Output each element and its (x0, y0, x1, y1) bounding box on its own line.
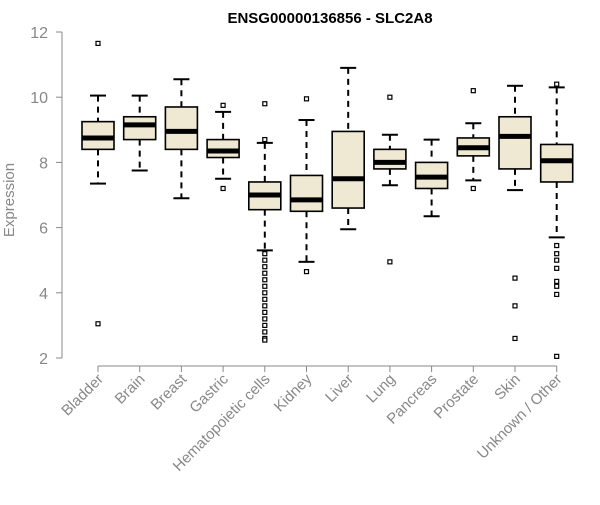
y-tick-label: 4 (39, 286, 48, 303)
chart-title: ENSG00000136856 - SLC2A8 (227, 10, 432, 27)
y-tick-label: 2 (39, 351, 48, 368)
outlier-point (262, 257, 268, 263)
box-group (456, 88, 491, 192)
box (373, 148, 407, 170)
box (164, 106, 199, 151)
box-group (539, 81, 574, 359)
outlier-point (554, 81, 560, 87)
box-group (122, 94, 157, 172)
x-tick-label: Lung (363, 371, 399, 407)
outlier-point (262, 270, 268, 276)
outlier-point (220, 102, 226, 108)
box-group (81, 40, 115, 327)
y-axis-label: Expression (1, 163, 18, 237)
x-tick-label: Liver (322, 371, 357, 406)
outlier-point (512, 275, 518, 281)
x-tick-label: Brain (112, 371, 149, 408)
outlier-point (262, 277, 268, 283)
axes: 2 4 6 8 10 12 (30, 25, 558, 372)
box-group (248, 101, 282, 343)
box-group (289, 96, 324, 275)
outlier-point (470, 185, 476, 192)
outlier-point (262, 283, 268, 289)
outlier-point (387, 94, 393, 100)
box (122, 115, 157, 141)
y-tick-label: 10 (30, 90, 48, 107)
outlier-point (262, 329, 268, 335)
outlier-point (554, 353, 560, 359)
outlier-point (554, 291, 560, 298)
outlier-point (554, 242, 560, 249)
outlier-point (512, 303, 518, 309)
outlier-point (554, 283, 560, 289)
outlier-point (262, 337, 268, 343)
outlier-point (262, 290, 268, 296)
outlier-point (220, 185, 226, 192)
box-group (331, 66, 366, 231)
box (289, 174, 324, 213)
y-tick-label: 6 (39, 221, 48, 238)
x-tick-label: Breast (148, 370, 191, 413)
outlier-point (470, 88, 476, 94)
box-group (414, 138, 449, 218)
box-group (373, 94, 407, 265)
x-tick-label: Bladder (58, 371, 107, 420)
boxes (81, 40, 574, 359)
box-group (498, 84, 532, 342)
outlier-point (262, 322, 268, 328)
x-tick-label: Skin (491, 371, 524, 404)
outlier-point (262, 309, 268, 315)
outlier-point (262, 101, 268, 107)
outlier-point (262, 296, 268, 302)
outlier-point (387, 259, 393, 265)
outlier-point (262, 264, 268, 270)
outlier-point (512, 335, 518, 342)
x-tick-label: Prostate (431, 371, 483, 423)
box (498, 115, 532, 170)
box (331, 130, 366, 209)
y-tick-label: 12 (30, 25, 48, 42)
outlier-point (95, 321, 101, 327)
outlier-point (262, 316, 268, 322)
outlier-point (95, 40, 101, 47)
y-tick-label: 8 (39, 155, 48, 172)
x-tick-label: Kidney (271, 370, 316, 415)
outlier-point (262, 251, 268, 257)
outlier-point (303, 269, 310, 275)
box-group (206, 102, 240, 192)
outlier-point (554, 251, 560, 257)
box-group (164, 78, 199, 200)
outlier-point (262, 303, 268, 309)
outlier-point (303, 96, 310, 102)
outlier-point (554, 278, 560, 284)
outlier-point (262, 136, 268, 143)
outlier-point (554, 257, 560, 263)
outlier-point (554, 265, 560, 271)
